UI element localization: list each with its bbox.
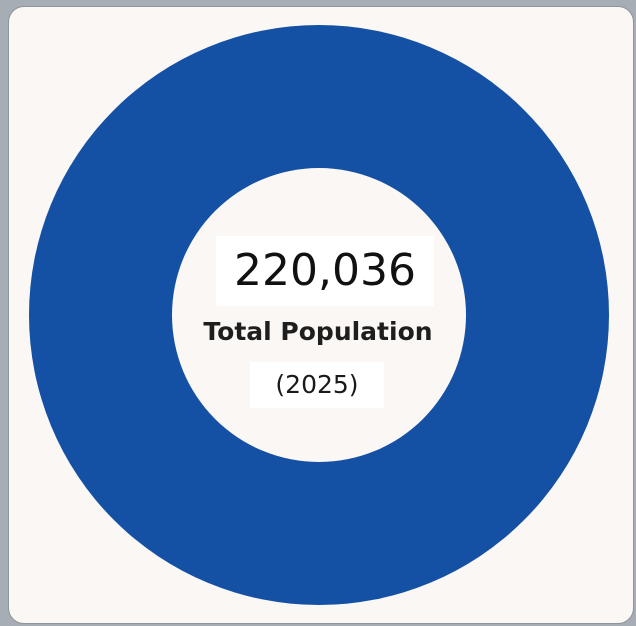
year-label: (2025) [275, 370, 359, 399]
year-box: (2025) [250, 362, 384, 408]
total-population-value: 220,036 [234, 245, 416, 296]
total-population-label: Total Population [203, 317, 433, 346]
center-value-box: 220,036 [216, 236, 434, 306]
